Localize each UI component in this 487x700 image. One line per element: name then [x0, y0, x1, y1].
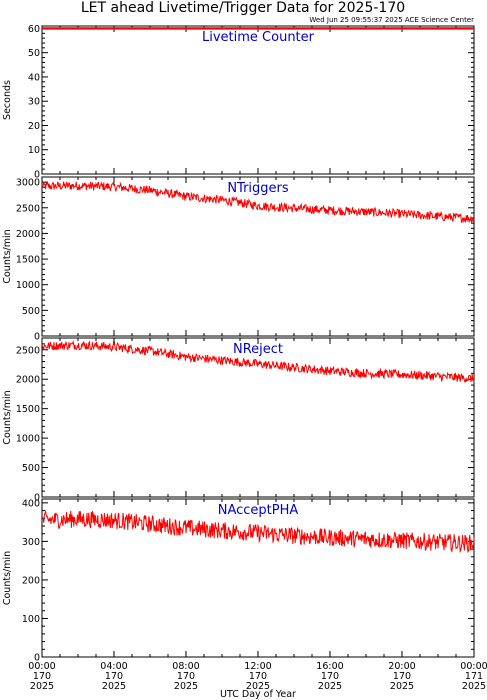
y-tick-label: 0	[34, 653, 40, 664]
y-tick-label: 3000	[16, 178, 40, 189]
y-tick-label: 400	[22, 498, 40, 509]
y-tick-label: 2500	[16, 203, 40, 214]
x-tick-label: 2025	[102, 681, 126, 692]
y-axis-label: Counts/min	[2, 390, 13, 444]
y-tick-label: 60	[28, 24, 40, 35]
x-tick-label: 2025	[390, 681, 414, 692]
y-tick-label: 1000	[16, 280, 40, 291]
panel-0: 0 10 20 30 40 50 60 Seconds Livetime Counter	[2, 24, 475, 181]
y-tick-label: 30	[28, 97, 40, 108]
panel-title: NAcceptPHA	[218, 503, 299, 518]
y-axis-label: Counts/min	[2, 551, 13, 605]
generated-timestamp: Wed Jun 25 09:55:37 2025 ACE Science Cen…	[309, 16, 474, 24]
y-tick-label: 20	[28, 121, 40, 132]
y-tick-label: 0	[34, 170, 40, 181]
panel-frame	[41, 176, 475, 337]
x-tick-label: 171	[465, 671, 483, 682]
y-tick-label: 200	[22, 575, 40, 586]
chart-title: LET ahead Livetime/Trigger Data for 2025…	[81, 0, 405, 16]
x-tick-label: 170	[105, 671, 123, 682]
panel-title: NTriggers	[227, 181, 289, 196]
y-tick-label: 300	[22, 537, 40, 548]
x-tick-label: 170	[393, 671, 411, 682]
x-tick-label: 04:00	[100, 661, 127, 672]
x-tick-label: 2025	[30, 681, 54, 692]
x-tick-label: 12:00	[244, 661, 271, 672]
y-tick-label: 2500	[16, 345, 40, 356]
x-axis: 00:00170202504:00170202508:00170202512:0…	[28, 661, 487, 692]
series-line	[41, 340, 475, 383]
y-tick-label: 500	[22, 306, 40, 317]
y-tick-label: 50	[28, 48, 40, 59]
x-tick-label: 170	[321, 671, 339, 682]
panel-3: 0 100 200 300 400 Counts/min NAcceptPHA	[2, 498, 475, 664]
x-tick-label: 2025	[174, 681, 198, 692]
x-axis-label: UTC Day of Year	[220, 689, 296, 700]
y-tick-label: 0	[34, 493, 40, 504]
y-tick-label: 10	[28, 145, 40, 156]
y-tick-label: 0	[34, 332, 40, 343]
x-tick-label: 2025	[462, 681, 486, 692]
panel-title: Livetime Counter	[202, 30, 315, 45]
panel-title: NReject	[233, 342, 283, 357]
panel-2: 0 500 1000 1500 2000 2500 Counts/min NReject	[2, 337, 475, 504]
x-tick-label: 2025	[246, 681, 270, 692]
x-tick-label: 00:00	[460, 661, 487, 672]
y-tick-label: 1000	[16, 434, 40, 445]
y-tick-label: 500	[22, 463, 40, 474]
x-tick-label: 16:00	[316, 661, 343, 672]
y-tick-label: 2000	[16, 229, 40, 240]
panel-frame	[41, 25, 475, 175]
x-tick-label: 170	[33, 671, 51, 682]
x-tick-label: 00:00	[28, 661, 55, 672]
y-axis-label: Counts/min	[2, 229, 13, 283]
y-tick-label: 40	[28, 72, 40, 83]
x-tick-label: 170	[177, 671, 195, 682]
x-tick-label: 08:00	[172, 661, 199, 672]
series-line	[41, 509, 475, 554]
y-tick-label: 100	[22, 614, 40, 625]
panel-1: 0 500 1000 1500 2000 2500 3000 Counts/min NTrigg…	[2, 176, 475, 343]
series-line	[41, 181, 475, 224]
x-tick-label: 20:00	[388, 661, 415, 672]
y-tick-label: 2000	[16, 375, 40, 386]
panels-group: 0 10 20 30 40 50 60 Seconds Livetime Counter 0 500…	[2, 24, 475, 664]
x-tick-label: 2025	[318, 681, 342, 692]
y-axis-label: Seconds	[2, 80, 13, 120]
x-tick-label: 170	[249, 671, 267, 682]
y-tick-label: 1500	[16, 255, 40, 266]
y-tick-label: 1500	[16, 404, 40, 415]
